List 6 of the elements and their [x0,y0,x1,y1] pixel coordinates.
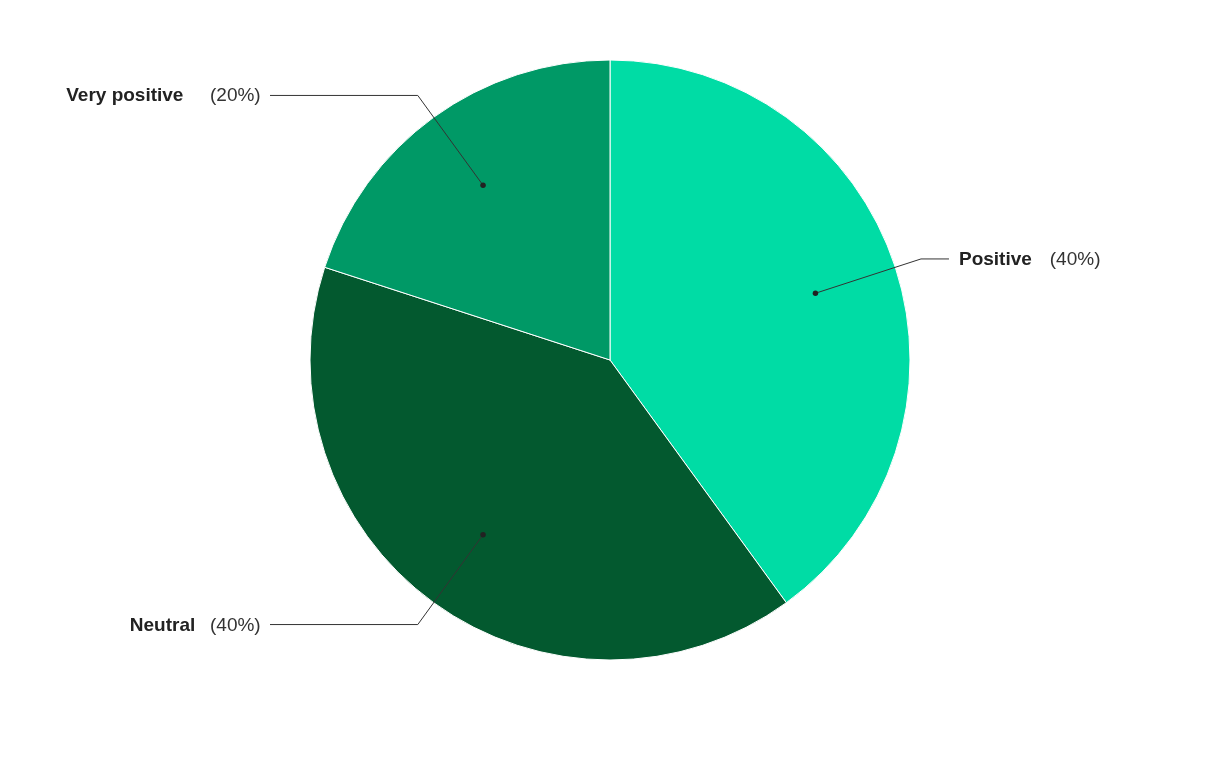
slice-label: Neutral [129,613,196,635]
slice-label: Very positive [66,84,184,106]
data-label: (40%) [210,613,261,635]
data-label: (40%) [1049,247,1101,269]
slice-label: Positive [959,247,1032,269]
data-label: (20%) [210,84,261,106]
